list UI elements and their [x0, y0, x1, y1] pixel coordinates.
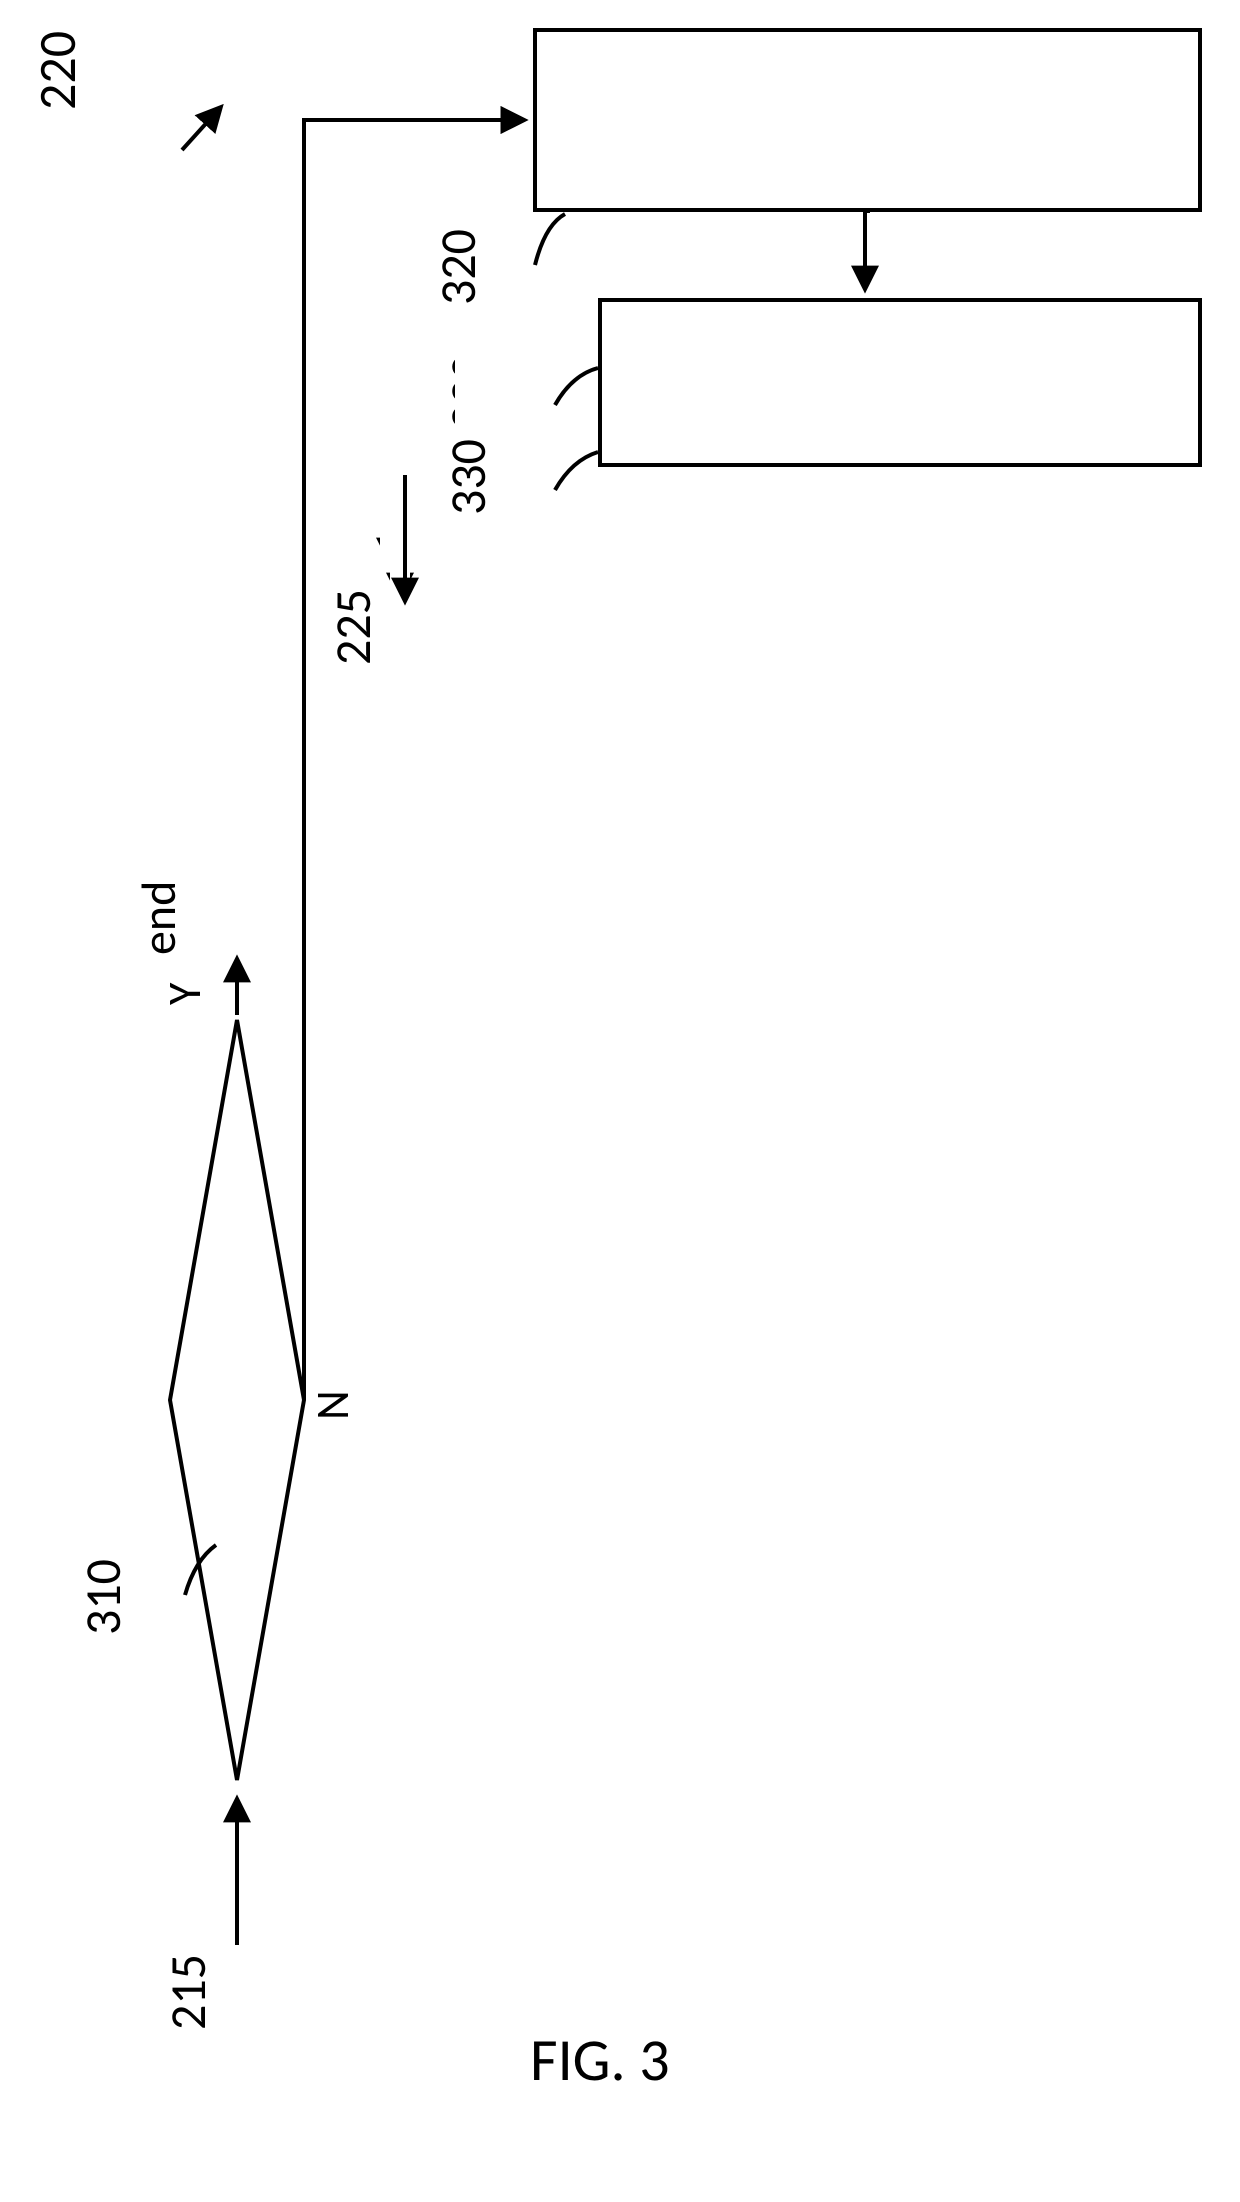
edge-N-to-320 [304, 120, 523, 1400]
figure-caption: FIG. 3 [530, 2024, 670, 2097]
process-320-label: 320 [428, 229, 489, 305]
label-225: 225 [323, 589, 384, 665]
decision-310 [170, 1020, 304, 1780]
label-215: 215 [158, 1954, 219, 2030]
figure-ref-label: 220 [25, 31, 89, 110]
edge-N-to-320-redraw [304, 120, 523, 1400]
process-320 [535, 30, 1200, 210]
process-330-callout-hook-redrawn [555, 452, 598, 490]
figure-ref-arrow [182, 108, 220, 150]
label-Y: Y [157, 982, 213, 1005]
label-N: N [305, 1390, 361, 1420]
label-end: end [129, 881, 188, 955]
process-330-callout-hook [555, 368, 598, 405]
process-330-label-redrawn: 330 [438, 439, 499, 515]
decision-310-label: 310 [73, 1559, 134, 1635]
process-320-callout-hook [535, 214, 565, 265]
